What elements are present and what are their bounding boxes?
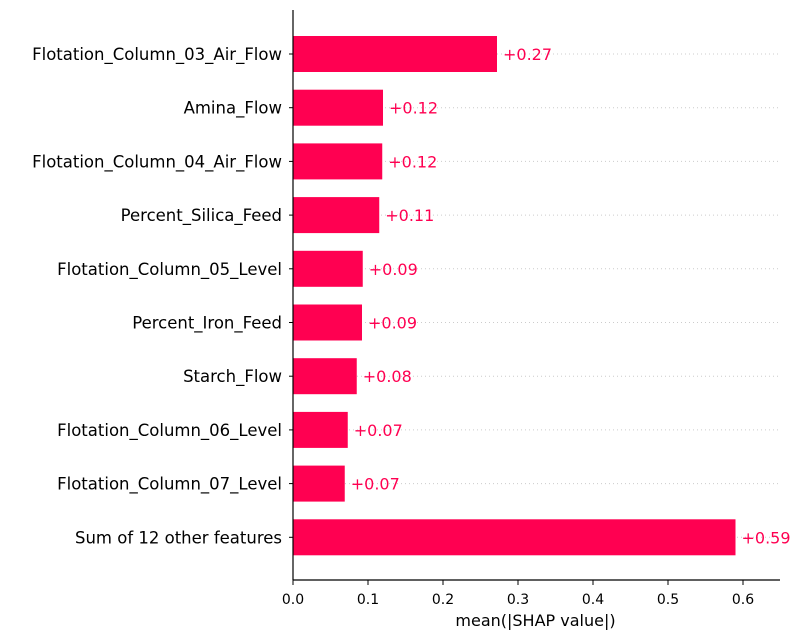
category-label: Amina_Flow [184,99,282,119]
category-label: Flotation_Column_04_Air_Flow [32,152,282,172]
bar [293,304,362,341]
tick-layer: 0.0 0.1 0.2 0.3 0.4 0.5 0.6 [282,53,754,608]
x-tick-label: 0.5 [657,592,679,608]
bar-value-label: +0.12 [388,152,437,171]
category-label: Percent_Iron_Feed [132,314,282,334]
category-label: Flotation_Column_03_Air_Flow [32,45,282,65]
label-layer: +0.27 Flotation_Column_03_Air_Flow +0.12 Am… [32,45,790,547]
category-label: Flotation_Column_07_Level [57,475,282,495]
bar-value-label: +0.12 [389,99,438,118]
x-tick-label: 0.6 [732,592,754,608]
bar [293,197,380,234]
bar [293,143,383,180]
bar-value-label: +0.09 [369,260,418,279]
bar-value-label: +0.08 [363,367,412,386]
bar [293,465,345,502]
bar-value-label: +0.59 [742,528,791,547]
bar-value-label: +0.07 [351,475,400,494]
bar [293,519,736,556]
bar [293,358,357,395]
category-label: Percent_Silica_Feed [121,206,282,226]
category-label: Flotation_Column_06_Level [57,421,282,441]
category-label: Starch_Flow [183,367,282,387]
bar-value-label: +0.09 [368,314,417,333]
x-axis-title: mean(|SHAP value|) [455,611,615,630]
x-tick-label: 0.1 [357,592,379,608]
bar-value-label: +0.11 [385,206,434,225]
bar-value-label: +0.07 [354,421,403,440]
x-tick-label: 0.2 [432,592,454,608]
grid-layer [293,53,780,538]
bar [293,36,497,72]
bar-layer [293,36,736,556]
axis-layer [292,10,780,581]
x-tick-label: 0.0 [282,592,304,608]
category-label: Sum of 12 other features [75,528,282,547]
bar-value-label: +0.27 [503,45,552,64]
bar [293,411,348,448]
x-tick-label: 0.4 [582,592,604,608]
bar [293,89,383,126]
bar [293,250,363,287]
category-label: Flotation_Column_05_Level [57,260,282,280]
x-tick-label: 0.3 [507,592,529,608]
